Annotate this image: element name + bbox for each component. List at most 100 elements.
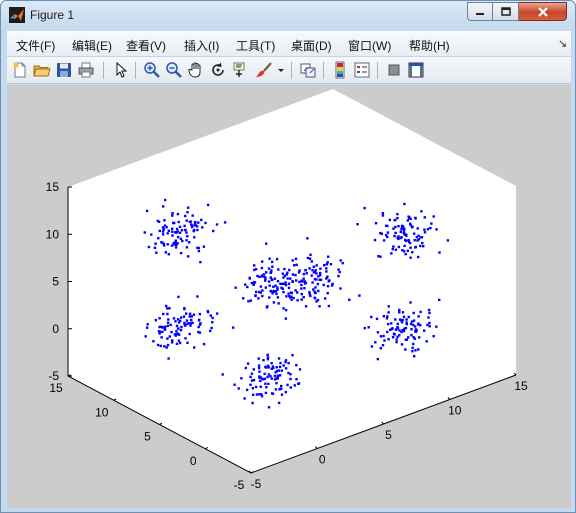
scatter-point — [167, 318, 170, 321]
scatter-point — [308, 267, 311, 270]
menu-insert[interactable]: 插入(I) — [184, 39, 220, 53]
scatter-point — [298, 280, 301, 284]
show-plot-tools-icon[interactable] — [407, 61, 425, 79]
pan-hand-icon[interactable] — [187, 61, 205, 79]
menu-window[interactable]: 窗口(W) — [348, 39, 392, 53]
scatter-point — [319, 278, 323, 281]
open-file-icon[interactable] — [33, 61, 51, 79]
scatter-point — [156, 343, 160, 347]
scatter3d-plot[interactable]: -5 -5 -5 0 0 0 5 5 5 10 10 10 15 15 15 — [7, 85, 571, 508]
zoom-in-icon[interactable] — [143, 61, 161, 79]
title-bar[interactable]: Figure 1 — [1, 1, 575, 29]
scatter-point — [248, 276, 251, 280]
scatter-point — [339, 259, 342, 262]
scatter-point — [170, 230, 174, 233]
scatter-point — [196, 228, 199, 232]
menu-tools[interactable]: 工具(T) — [236, 39, 276, 53]
scatter-point — [163, 328, 167, 331]
rotate-3d-icon[interactable] — [209, 61, 227, 79]
scatter-point — [275, 257, 279, 261]
scatter-point — [278, 388, 281, 391]
scatter-point — [167, 357, 170, 360]
brush-dropdown-icon[interactable] — [277, 61, 285, 79]
new-figure-icon[interactable] — [11, 61, 29, 79]
scatter-point — [416, 323, 420, 326]
zoom-out-icon[interactable] — [165, 61, 183, 79]
menubar-dock-arrow-icon[interactable]: ↘ — [558, 38, 568, 50]
scatter-point — [297, 382, 301, 385]
scatter-point — [403, 244, 406, 248]
matlab-logo-icon — [9, 7, 25, 23]
colorbar-icon[interactable] — [331, 61, 349, 79]
scatter-point — [427, 308, 431, 312]
maximize-button[interactable] — [493, 2, 519, 21]
scatter-point — [245, 388, 249, 392]
menu-file[interactable]: 文件(F) — [16, 39, 56, 53]
window-title: Figure 1 — [30, 8, 75, 22]
y-tick-mark — [205, 447, 208, 450]
figure-canvas[interactable]: -5 -5 -5 0 0 0 5 5 5 10 10 10 15 15 15 — [7, 85, 571, 508]
scatter-point — [166, 307, 169, 310]
scatter-point — [281, 272, 284, 275]
scatter-point — [145, 326, 149, 329]
scatter-point — [215, 312, 219, 315]
scatter-point — [316, 282, 319, 286]
scatter-point — [290, 298, 293, 301]
menu-view[interactable]: 查看(V) — [126, 39, 166, 53]
legend-icon[interactable] — [353, 61, 371, 79]
scatter-point — [176, 318, 180, 321]
scatter-point — [402, 315, 406, 318]
data-cursor-icon[interactable] — [231, 61, 249, 79]
scatter-point — [405, 322, 408, 326]
scatter-point — [261, 289, 264, 292]
link-plot-icon[interactable] — [299, 61, 317, 79]
scatter-point — [194, 224, 197, 227]
scatter-point — [260, 393, 263, 396]
scatter-point — [275, 366, 278, 369]
minimize-button[interactable] — [467, 2, 493, 21]
scatter-point — [284, 283, 288, 287]
scatter-point — [257, 297, 260, 300]
scatter-point — [315, 272, 318, 275]
scatter-point — [254, 385, 258, 389]
menu-help[interactable]: 帮助(H) — [409, 39, 450, 53]
save-icon[interactable] — [55, 61, 73, 79]
scatter-point — [275, 377, 278, 380]
scatter-point — [280, 286, 283, 289]
scatter-point — [423, 228, 426, 231]
close-button[interactable] — [519, 2, 567, 21]
menu-edit[interactable]: 编辑(E) — [72, 39, 112, 53]
z-tick-label: 10 — [46, 227, 60, 241]
scatter-point — [446, 239, 450, 242]
scatter-point — [408, 217, 411, 220]
scatter-point — [284, 317, 287, 320]
x-tick-mark — [381, 421, 384, 425]
brush-icon[interactable] — [255, 61, 273, 79]
scatter-point — [272, 301, 276, 304]
scatter-point — [198, 331, 202, 334]
y-tick-label: 15 — [49, 381, 63, 395]
y-tick-label: 0 — [190, 454, 197, 468]
scatter-point — [409, 246, 412, 249]
scatter-point — [268, 257, 271, 260]
scatter-point — [172, 221, 175, 225]
scatter-point — [164, 325, 167, 328]
scatter-point — [187, 206, 190, 209]
hide-plot-tools-icon[interactable] — [385, 61, 403, 79]
edit-plot-arrow-icon[interactable] — [111, 61, 129, 79]
scatter-point — [412, 336, 415, 339]
scatter-point — [323, 264, 326, 267]
scatter-point — [430, 222, 433, 225]
scatter-point — [289, 277, 292, 280]
scatter-point — [190, 318, 193, 322]
menu-desktop[interactable]: 桌面(D) — [291, 39, 332, 53]
scatter-point — [166, 343, 170, 347]
x-tick-label: 15 — [514, 379, 528, 393]
scatter-point — [271, 265, 274, 268]
scatter-point — [374, 341, 377, 344]
scatter-point — [183, 224, 186, 228]
scatter-point — [410, 226, 414, 229]
scatter-point — [400, 330, 403, 334]
scatter-point — [280, 387, 283, 390]
print-icon[interactable] — [77, 61, 95, 79]
